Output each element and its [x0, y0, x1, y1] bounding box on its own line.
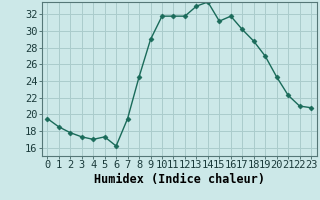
X-axis label: Humidex (Indice chaleur): Humidex (Indice chaleur): [94, 173, 265, 186]
